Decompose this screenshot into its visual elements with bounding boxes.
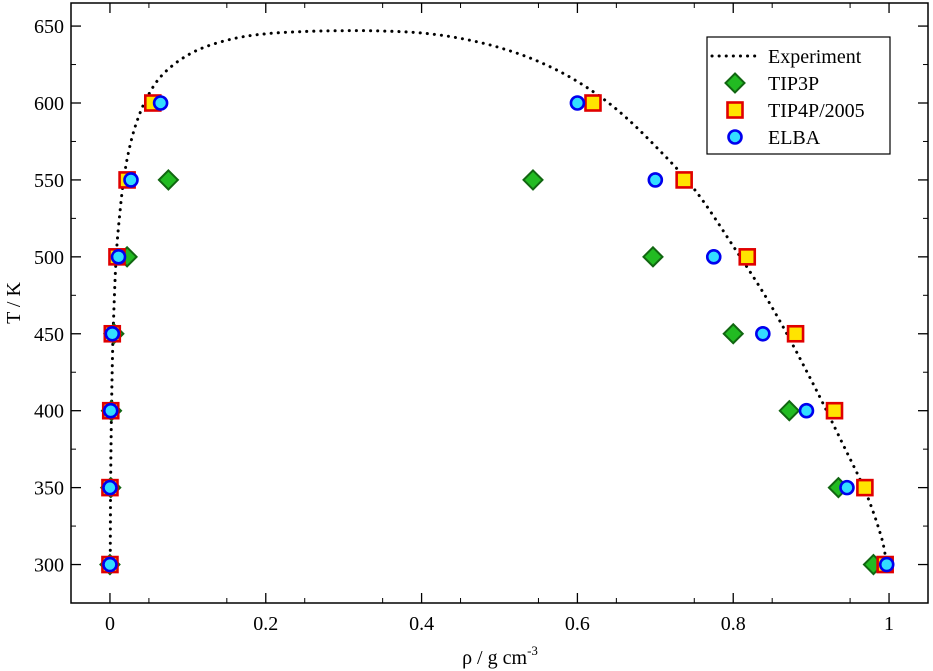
tip3p-point <box>778 399 801 422</box>
tip4p-2005-point <box>856 478 874 497</box>
elba-point <box>798 402 815 419</box>
legend: Experiment TIP3P TIP4P/2005 ELBA <box>706 36 891 155</box>
series-elba <box>102 95 895 573</box>
elba-point <box>110 249 127 265</box>
legend-swatch-elba <box>727 129 743 145</box>
tip3p-point <box>157 169 180 191</box>
x-tick-label: 1 <box>884 613 894 635</box>
y-tick-label: 300 <box>34 555 64 577</box>
y-tick-label: 500 <box>34 247 64 269</box>
y-tick-label: 650 <box>34 16 64 38</box>
legend-label-elba: ELBA <box>768 127 821 149</box>
series-tip4p-2005 <box>101 94 894 574</box>
legend-label-tip3p: TIP3P <box>768 73 819 95</box>
y-axis-title: T / K <box>3 282 25 324</box>
elba-point <box>102 402 119 419</box>
elba-point <box>755 325 771 342</box>
legend-swatch-tip4p-2005 <box>726 101 744 119</box>
legend-label-tip4p-2005: TIP4P/2005 <box>768 100 865 122</box>
x-tick-label: 0.8 <box>721 613 746 635</box>
x-axis-title: ρ / g cm-3 <box>462 643 538 669</box>
y-tick-label: 400 <box>34 401 64 423</box>
x-tick-label: 0.6 <box>565 613 590 635</box>
y-tick-label: 450 <box>34 324 64 346</box>
legend-swatch-tip3p <box>724 72 746 94</box>
experiment-curve <box>108 29 889 566</box>
points-layer <box>99 94 895 576</box>
experiment-curve-layer <box>108 29 889 566</box>
x-tick-label: 0.4 <box>409 613 434 635</box>
tip4p-2005-point <box>675 171 693 189</box>
x-tick-label: 0.2 <box>253 613 278 635</box>
x-axis: 0 0.2 0.4 0.6 0.8 1 <box>70 3 929 635</box>
elba-point <box>102 479 118 496</box>
tip4p-2005-point <box>786 324 805 343</box>
elba-point <box>123 172 139 188</box>
tip4p-2005-point <box>825 401 844 420</box>
tip4p-2005-point <box>738 248 757 266</box>
plot-frame <box>70 2 929 604</box>
elba-point <box>569 95 586 111</box>
y-axis: 300 350 400 450 500 550 600 650 <box>34 16 928 604</box>
elba-point <box>839 479 855 496</box>
y-tick-label: 350 <box>34 478 64 500</box>
y-tick-label: 550 <box>34 170 64 192</box>
tip3p-point <box>642 245 664 268</box>
x-axis-title-superscript: -3 <box>527 643 538 658</box>
y-tick-label: 600 <box>34 93 64 115</box>
tip3p-point <box>522 169 544 191</box>
elba-point <box>102 556 118 573</box>
elba-point <box>647 172 664 188</box>
elba-point <box>152 95 169 111</box>
elba-point <box>104 325 121 342</box>
series-tip3p <box>99 169 885 576</box>
tip3p-point <box>722 322 745 345</box>
elba-point <box>705 249 722 265</box>
legend-label-experiment: Experiment <box>768 46 862 68</box>
x-tick-label: 0 <box>105 613 115 635</box>
elba-point <box>878 556 895 573</box>
tip4p-2005-point <box>584 94 602 112</box>
